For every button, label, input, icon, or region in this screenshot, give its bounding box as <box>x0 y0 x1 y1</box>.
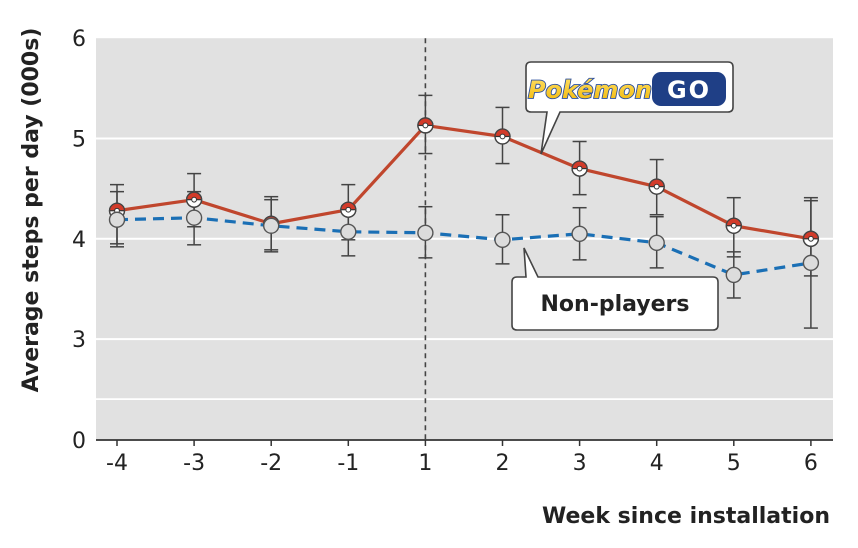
x-tick-label-6: 6 <box>804 451 818 476</box>
x-tick-label-5: 5 <box>727 451 741 476</box>
nonplayers-point-6 <box>802 254 820 272</box>
players-line <box>116 123 812 241</box>
nonplayers-point-3 <box>571 225 588 242</box>
players-point-4 <box>648 178 665 195</box>
x-tick-label-2: 2 <box>496 451 510 476</box>
nonplayers-point--1 <box>340 223 357 240</box>
y-tick-label-5: 5 <box>72 128 86 153</box>
nonplayers-label: Non-players <box>541 292 690 317</box>
x-tick-label--2: -2 <box>260 451 282 476</box>
logo-pokemon-text: Pokémon <box>528 76 652 104</box>
logo-go-badge: GO <box>652 72 726 106</box>
x-tick-label--3: -3 <box>183 451 205 476</box>
players-point--3 <box>185 191 203 208</box>
nonplayers-callout-box <box>511 247 719 331</box>
players-point-6 <box>802 230 820 247</box>
x-tick-label--1: -1 <box>337 451 359 476</box>
players-point-5 <box>725 217 742 234</box>
y-axis-title: Average steps per day (000s) <box>19 28 44 393</box>
y-tick-label-3: 3 <box>72 328 86 353</box>
plot-background-lower <box>96 400 833 440</box>
nonplayers-point--4 <box>108 211 126 228</box>
logo-go-text: GO <box>667 76 711 104</box>
nonplayers-point-2 <box>494 231 511 249</box>
x-tick-label-3: 3 <box>573 451 587 476</box>
x-tick-label--4: -4 <box>106 451 128 476</box>
players-point-2 <box>494 128 511 145</box>
nonplayers-point-4 <box>648 234 665 252</box>
nonplayers-line <box>116 216 812 277</box>
nonplayers-point--3 <box>185 209 203 226</box>
logo-callout: Pokémon GO <box>525 61 734 155</box>
y-tick-label-4: 4 <box>72 228 86 253</box>
players-point-3 <box>571 160 588 177</box>
players-point-1 <box>417 117 434 134</box>
x-axis-title: Week since installation <box>542 504 830 529</box>
y-tick-label-0: 0 <box>72 429 86 454</box>
players-point--1 <box>340 201 357 218</box>
nonplayers-callout: Non-players <box>511 247 719 331</box>
nonplayers-point-5 <box>725 266 742 284</box>
nonplayers-point-1 <box>417 224 434 241</box>
x-tick-label-4: 4 <box>650 451 664 476</box>
y-tick-label-6: 6 <box>72 27 86 52</box>
nonplayers-point--2 <box>263 217 280 234</box>
x-tick-label-1: 1 <box>418 451 432 476</box>
